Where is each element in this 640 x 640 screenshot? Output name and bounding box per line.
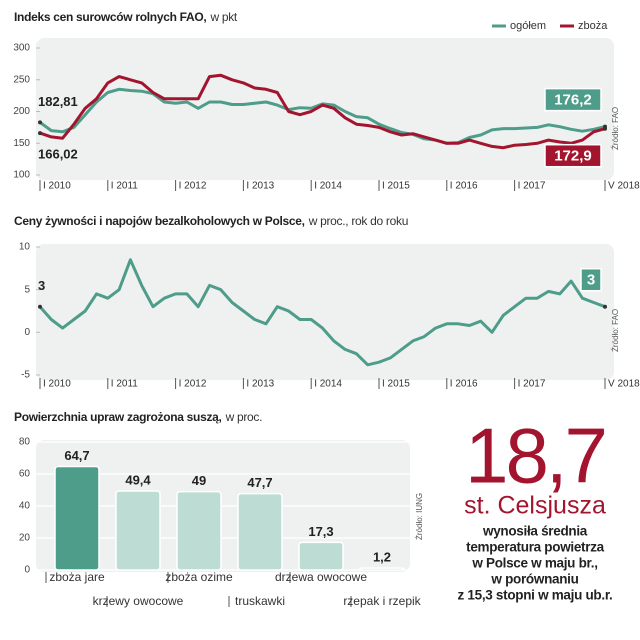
x-tick-label: I 2017 bbox=[518, 379, 546, 390]
end-point bbox=[38, 131, 42, 136]
data-label: 47,7 bbox=[247, 475, 272, 490]
data-label: 17,3 bbox=[308, 524, 333, 539]
chart-subtitle: w proc. bbox=[225, 410, 263, 424]
y-tick-label: 5 bbox=[24, 284, 30, 295]
y-tick-label: 300 bbox=[13, 43, 30, 54]
y-tick-label: 10 bbox=[19, 242, 31, 253]
label-box bbox=[544, 87, 602, 112]
x-tick-label: I 2012 bbox=[179, 379, 207, 390]
legend-label: ogółem bbox=[510, 20, 546, 32]
label-box bbox=[544, 143, 602, 168]
chart-title: Powierzchnia upraw zagrożona suszą, bbox=[14, 410, 222, 424]
data-label: 3 bbox=[587, 272, 595, 289]
y-tick-label: 60 bbox=[19, 469, 31, 480]
callout-line: w porównaniu bbox=[490, 572, 578, 587]
data-label: 49 bbox=[192, 473, 206, 488]
bar bbox=[176, 490, 222, 571]
y-tick-label: 100 bbox=[13, 170, 30, 181]
y-tick-label: 80 bbox=[19, 437, 31, 448]
x-tick-label: I 2016 bbox=[450, 379, 478, 390]
chart-heading: Powierzchnia upraw zagrożona suszą, w pro… bbox=[14, 410, 262, 424]
source: Źródło: FAO bbox=[611, 107, 620, 150]
x-tick-label: I 2015 bbox=[382, 379, 410, 390]
x-tick-label: I 2017 bbox=[518, 181, 546, 192]
x-tick-label: I 2015 bbox=[382, 181, 410, 192]
end-point bbox=[603, 126, 607, 131]
y-tick-label: 20 bbox=[19, 533, 31, 544]
y-tick-label: -5 bbox=[21, 370, 30, 381]
bar bbox=[298, 541, 344, 571]
bar bbox=[237, 492, 283, 571]
y-tick-label: 40 bbox=[19, 501, 31, 512]
x-tick-label: I 2014 bbox=[314, 181, 342, 192]
line-series bbox=[39, 73, 606, 150]
callout-line: z 15,3 stopni w maju ub.r. bbox=[458, 588, 613, 603]
data-label: 1,2 bbox=[373, 550, 391, 565]
x-tick-label: zboża jare bbox=[49, 570, 105, 584]
callout-line: temperatura powietrza bbox=[466, 540, 605, 555]
callout-unit: st. Celsjusza bbox=[464, 492, 606, 520]
data-label: 166,02 bbox=[38, 147, 78, 162]
end-point bbox=[38, 304, 42, 309]
x-tick-label: drzewa owocowe bbox=[275, 570, 367, 584]
y-tick-label: 0 bbox=[24, 565, 30, 576]
y-tick-label: 200 bbox=[13, 106, 30, 117]
label-box bbox=[580, 267, 602, 292]
x-tick-label: I 2016 bbox=[450, 181, 478, 192]
end-point bbox=[38, 120, 42, 125]
callout-value: 18,7 bbox=[465, 412, 605, 500]
x-tick-label: V 2018 bbox=[608, 379, 640, 390]
y-tick-label: 250 bbox=[13, 74, 30, 85]
x-tick-label: zboża ozime bbox=[165, 570, 233, 584]
x-tick-label: I 2010 bbox=[43, 379, 71, 390]
x-tick-label: I 2012 bbox=[179, 181, 207, 192]
source: Źródło: IUNG bbox=[415, 493, 424, 540]
x-tick-label: krzewy owocowe bbox=[93, 594, 184, 608]
plot-panel bbox=[36, 38, 614, 180]
callout-line: w Polsce w maju br., bbox=[471, 556, 597, 571]
chart-heading: Ceny żywności i napojów bezalkoholowych … bbox=[14, 214, 408, 228]
end-point bbox=[603, 304, 607, 309]
legend-label: zboża bbox=[578, 20, 608, 32]
x-tick-label: V 2018 bbox=[608, 181, 640, 192]
x-tick-label: I 2013 bbox=[246, 181, 274, 192]
plot-panel bbox=[36, 244, 614, 380]
bar bbox=[359, 567, 405, 571]
callout-line: wynosiła średnia bbox=[482, 524, 588, 539]
data-label: 182,81 bbox=[38, 94, 78, 109]
data-label: 49,4 bbox=[125, 472, 151, 487]
x-tick-label: rzepak i rzepik bbox=[343, 594, 421, 608]
chart-subtitle: w proc., rok do roku bbox=[308, 214, 408, 228]
chart-title: Ceny żywności i napojów bezalkoholowych … bbox=[14, 214, 305, 228]
data-label: 3 bbox=[38, 278, 45, 293]
chart-subtitle: w pkt bbox=[209, 10, 237, 24]
data-label: 64,7 bbox=[64, 448, 89, 463]
x-tick-label: truskawki bbox=[235, 594, 285, 608]
x-tick-label: I 2013 bbox=[246, 379, 274, 390]
data-label: 172,9 bbox=[554, 148, 592, 165]
line-series bbox=[38, 258, 606, 367]
y-tick-label: 0 bbox=[24, 327, 30, 338]
x-tick-label: I 2010 bbox=[43, 181, 71, 192]
chart-heading: Indeks cen surowców rolnych FAO, w pkt bbox=[14, 10, 238, 24]
source: Źródło: FAO bbox=[611, 309, 620, 352]
bar bbox=[54, 465, 100, 571]
x-tick-label: I 2014 bbox=[314, 379, 342, 390]
y-tick-label: 150 bbox=[13, 138, 30, 149]
bar bbox=[115, 490, 161, 571]
x-tick-label: I 2011 bbox=[111, 181, 138, 192]
chart-title: Indeks cen surowców rolnych FAO, bbox=[14, 10, 206, 24]
data-label: 176,2 bbox=[554, 92, 592, 109]
x-tick-label: I 2011 bbox=[111, 379, 138, 390]
